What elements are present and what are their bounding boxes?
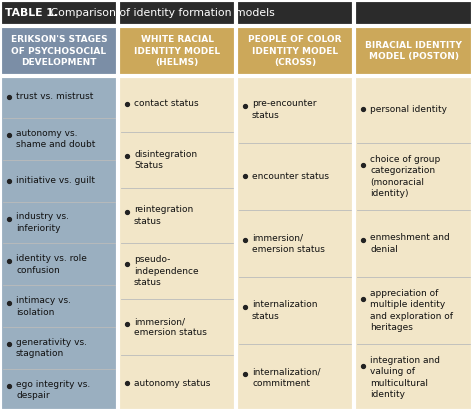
Bar bbox=[237, 28, 352, 74]
Text: Comparison of identity formation models: Comparison of identity formation models bbox=[47, 8, 275, 18]
Text: WHITE RACIAL
IDENTITY MODEL
(HELMS): WHITE RACIAL IDENTITY MODEL (HELMS) bbox=[134, 35, 220, 67]
Bar bbox=[1, 28, 116, 74]
Bar bbox=[0, 0, 473, 26]
Text: PEOPLE OF COLOR
IDENTITY MODEL
(CROSS): PEOPLE OF COLOR IDENTITY MODEL (CROSS) bbox=[248, 35, 342, 67]
Text: contact status: contact status bbox=[134, 99, 199, 109]
Text: internalization
status: internalization status bbox=[252, 300, 317, 321]
Text: trust vs. mistrust: trust vs. mistrust bbox=[16, 92, 93, 102]
Text: BIRACIAL IDENTITY
MODEL (POSTON): BIRACIAL IDENTITY MODEL (POSTON) bbox=[365, 41, 462, 61]
Bar bbox=[120, 78, 235, 409]
Bar bbox=[237, 78, 352, 409]
Text: appreciation of
multiple identity
and exploration of
heritages: appreciation of multiple identity and ex… bbox=[370, 289, 453, 332]
Text: intimacy vs.
isolation: intimacy vs. isolation bbox=[16, 296, 71, 316]
Text: TABLE 1.: TABLE 1. bbox=[5, 8, 58, 18]
Text: enmeshment and
denial: enmeshment and denial bbox=[370, 233, 450, 254]
Text: autonomy status: autonomy status bbox=[134, 379, 210, 388]
Text: reintegration
status: reintegration status bbox=[134, 206, 193, 226]
Text: immersion/
emersion status: immersion/ emersion status bbox=[252, 233, 325, 254]
Text: disintegration
Status: disintegration Status bbox=[134, 150, 197, 170]
Text: internalization/
commitment: internalization/ commitment bbox=[252, 367, 321, 388]
Text: ego integrity vs.
despair: ego integrity vs. despair bbox=[16, 380, 90, 400]
Text: generativity vs.
stagnation: generativity vs. stagnation bbox=[16, 338, 87, 358]
Text: personal identity: personal identity bbox=[370, 105, 447, 114]
Bar bbox=[356, 78, 472, 409]
Text: pseudo-
independence
status: pseudo- independence status bbox=[134, 256, 199, 287]
Bar bbox=[120, 28, 235, 74]
Bar bbox=[1, 78, 116, 409]
Text: encounter status: encounter status bbox=[252, 172, 329, 181]
Text: initiative vs. guilt: initiative vs. guilt bbox=[16, 176, 95, 185]
Text: autonomy vs.
shame and doubt: autonomy vs. shame and doubt bbox=[16, 129, 96, 149]
Text: ERIKSON'S STAGES
OF PSYCHOSOCIAL
DEVELOPMENT: ERIKSON'S STAGES OF PSYCHOSOCIAL DEVELOP… bbox=[11, 35, 107, 67]
Bar bbox=[356, 28, 472, 74]
Text: pre-encounter
status: pre-encounter status bbox=[252, 99, 316, 120]
Text: identity vs. role
confusion: identity vs. role confusion bbox=[16, 254, 87, 275]
Text: immersion/
emersion status: immersion/ emersion status bbox=[134, 317, 207, 337]
Text: industry vs.
inferiority: industry vs. inferiority bbox=[16, 212, 69, 233]
Text: integration and
valuing of
multicultural
identity: integration and valuing of multicultural… bbox=[370, 356, 440, 399]
Text: choice of group
categorization
(monoracial
identity): choice of group categorization (monoraci… bbox=[370, 155, 440, 198]
